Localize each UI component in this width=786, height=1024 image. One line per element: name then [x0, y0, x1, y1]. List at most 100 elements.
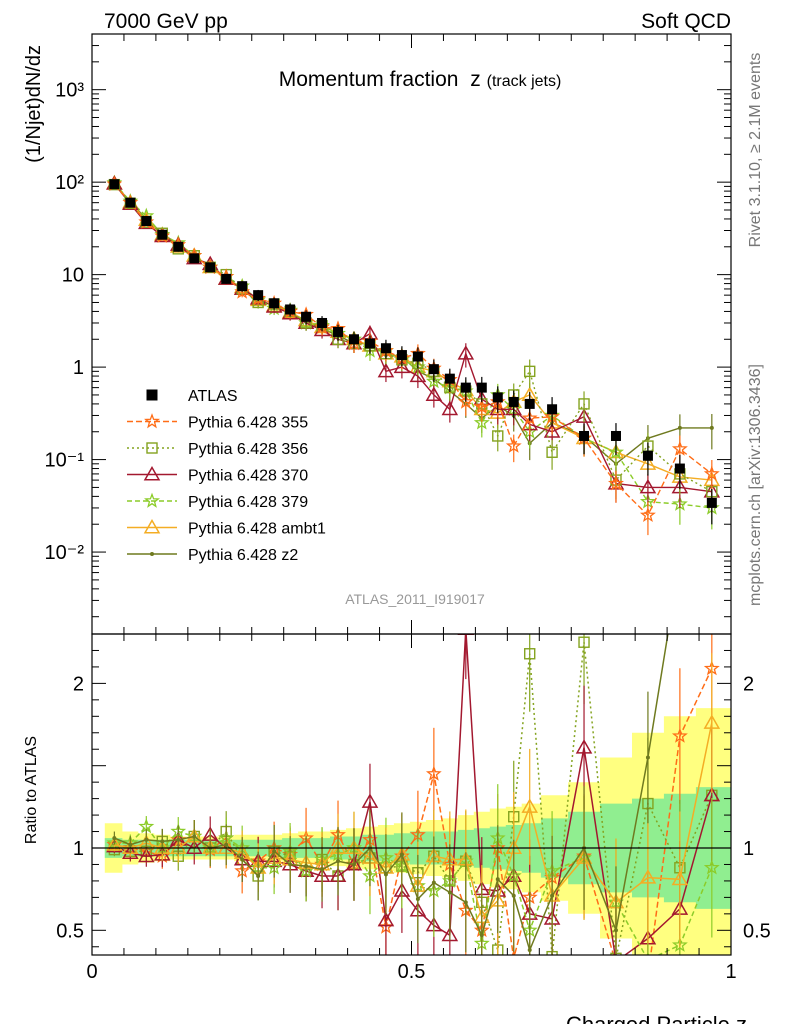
legend-marker-p356: [146, 442, 158, 454]
ratio-point-z2: [256, 873, 261, 878]
main-y-tick-label: 10⁻¹: [45, 450, 85, 472]
ratio-point-z2: [351, 862, 356, 867]
main-point-p355: [521, 409, 538, 425]
legend-marker-atlas: [146, 389, 158, 401]
ratio-point-z2: [613, 928, 618, 933]
ratio-point-z2: [678, 558, 682, 562]
ratio-point-p370: [122, 844, 139, 859]
ratio-point-z2: [304, 864, 309, 869]
legend-label-atlas: ATLAS: [188, 388, 238, 405]
ratio-point-z2: [192, 834, 197, 839]
main-point-p370: [457, 345, 475, 360]
ratio-point-z2: [224, 842, 229, 847]
ratio-point-z2: [550, 893, 555, 898]
legend-label-p370: Pythia 6.428 370: [188, 468, 308, 485]
legend-item-ambt1: Pythia 6.428 ambt1: [127, 518, 326, 538]
ratio-point-p355: [671, 727, 688, 743]
ratio-point-p370: [377, 911, 395, 927]
ratio-point-ambt1: [639, 869, 657, 884]
main-point-atlas: [492, 392, 503, 403]
main-point-atlas: [428, 364, 439, 375]
main-point-atlas: [317, 317, 328, 328]
ratio-y-tick-label-right: 1: [743, 838, 754, 860]
ratio-point-z2: [160, 839, 165, 844]
legend-label-p379: Pythia 6.428 379: [188, 494, 308, 511]
main-line-ambt1: [113, 182, 712, 481]
main-point-atlas: [173, 241, 184, 252]
legend-label-z2: Pythia 6.428 z2: [188, 547, 298, 564]
ratio-point-z2: [527, 948, 532, 953]
header-left: 7000 GeV pp: [104, 10, 228, 33]
main-point-atlas: [460, 382, 471, 393]
main-point-z2: [709, 425, 714, 430]
main-point-p370: [425, 386, 443, 401]
main-point-p355: [608, 475, 624, 491]
main-line-p355: [113, 183, 713, 517]
main-point-atlas: [706, 497, 717, 508]
ratio-point-z2: [336, 859, 341, 864]
main-point-atlas: [333, 326, 344, 337]
legend-marker-z2: [150, 552, 154, 556]
main-point-p370: [393, 358, 411, 374]
ratio-point-p356: [578, 636, 590, 648]
main-series-z2: [112, 181, 714, 483]
main-point-atlas: [237, 281, 248, 292]
legend-label-ambt1: Pythia 6.428 ambt1: [188, 521, 326, 538]
legend-item-p355: Pythia 6.428 355: [127, 413, 308, 432]
main-point-atlas: [221, 273, 232, 284]
main-point-atlas: [141, 216, 152, 227]
x-axis-label: Charged Particle z: [566, 1012, 747, 1024]
main-point-atlas: [674, 463, 685, 474]
main-plot-series: [106, 174, 721, 536]
legend-item-z2: Pythia 6.428 z2: [127, 547, 298, 564]
ratio-point-ambt1: [671, 870, 689, 886]
main-point-atlas: [285, 304, 296, 315]
ratio-point-p355: [615, 954, 617, 955]
main-point-atlas: [412, 351, 423, 362]
legend-marker-ambt1: [143, 518, 161, 534]
ratio-point-p370: [361, 793, 379, 808]
side-label-rivet: Rivet 3.1.10, ≥ 2.1M events: [747, 53, 764, 248]
main-point-z2: [677, 425, 682, 430]
ratio-point-p379: [703, 859, 720, 875]
ratio-point-p355: [511, 949, 516, 955]
main-series-p356: [108, 178, 718, 514]
main-plot-title-subscript: (track jets): [487, 73, 562, 90]
main-point-atlas: [508, 396, 519, 407]
legend-item-p370: Pythia 6.428 370: [127, 465, 308, 485]
ratio-plot-series: [92, 558, 731, 955]
main-point-p355: [639, 506, 656, 522]
ratio-point-z2: [383, 872, 388, 877]
legend-marker-p370: [143, 465, 161, 481]
ratio-point-p370: [138, 847, 155, 863]
main-point-atlas: [109, 179, 120, 190]
main-point-p379: [425, 373, 442, 389]
ratio-point-p370: [457, 634, 475, 636]
main-point-atlas: [547, 404, 558, 415]
main-point-atlas: [396, 350, 407, 361]
ratio-point-z2: [511, 893, 516, 898]
ratio-point-z2: [144, 837, 149, 842]
main-point-p355: [505, 437, 522, 453]
ratio-point-p356: [524, 648, 536, 660]
main-point-p370: [377, 362, 395, 378]
main-point-atlas: [579, 430, 590, 441]
main-plot-frame: [91, 33, 732, 635]
ratio-y-tick-label-left: 0.5: [56, 920, 84, 942]
main-point-p355: [457, 393, 474, 409]
legend-label-p355: Pythia 6.428 355: [188, 415, 308, 432]
ratio-point-z2: [479, 933, 484, 938]
ratio-y-tick-label-left: 2: [73, 673, 84, 695]
main-plot-title-symbol: z: [470, 68, 481, 91]
main-point-p370: [409, 367, 427, 383]
main-point-atlas: [205, 262, 216, 273]
ratio-point-p355: [425, 765, 442, 781]
main-point-atlas: [253, 290, 264, 301]
main-y-tick-label: 10²: [55, 172, 84, 194]
main-point-atlas: [125, 197, 136, 208]
legend-label-p356: Pythia 6.428 356: [188, 441, 308, 458]
ratio-point-z2: [415, 897, 420, 902]
ratio-point-z2: [288, 862, 293, 867]
ratio-point-z2: [495, 877, 500, 882]
